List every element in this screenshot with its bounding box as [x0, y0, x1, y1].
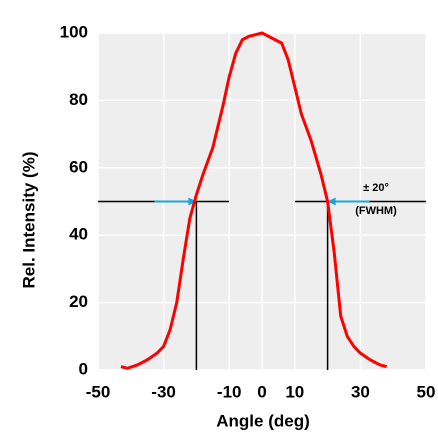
x-tick-label: 0	[257, 382, 266, 401]
annotation: (FWHM)	[355, 205, 397, 217]
x-tick-label: 10	[285, 382, 304, 401]
y-tick-label: 20	[69, 292, 88, 311]
y-tick-label: 100	[60, 22, 88, 41]
y-tick-label: 80	[69, 90, 88, 109]
annotation: ± 20°	[363, 182, 389, 194]
data-line	[120, 31, 388, 370]
x-tick-label: 50	[417, 382, 436, 401]
y-tick-label: 0	[79, 359, 88, 378]
x-tick-label: -30	[151, 382, 176, 401]
y-tick-label: 40	[69, 225, 88, 244]
y-axis-label: Rel. Intensity (%)	[19, 152, 38, 289]
x-axis-label: Angle (deg)	[216, 411, 310, 430]
x-tick-label: 30	[351, 382, 370, 401]
arrow-head	[188, 197, 197, 206]
x-tick-label: -10	[217, 382, 242, 401]
y-tick-label: 60	[69, 157, 88, 176]
arrow-head	[327, 197, 336, 206]
x-tick-label: -50	[86, 382, 111, 401]
